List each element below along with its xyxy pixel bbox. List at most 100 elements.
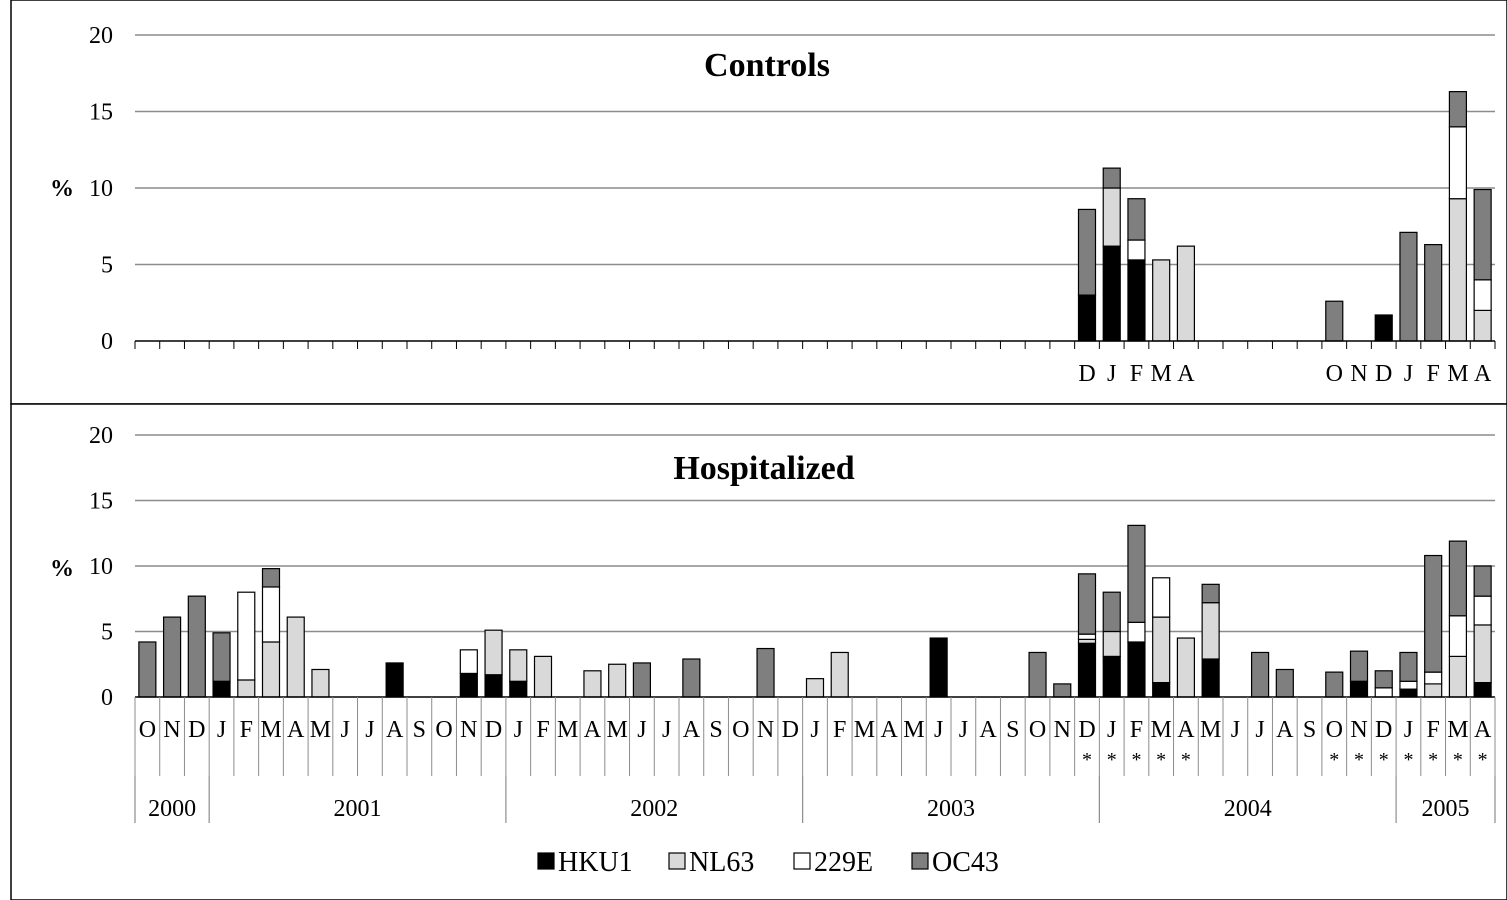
controls-month-label: J xyxy=(1404,361,1413,387)
controls-y-tick-label: 10 xyxy=(89,176,113,202)
hospitalized-month-label: S xyxy=(1303,717,1316,743)
hospitalized-month-label: J xyxy=(662,717,671,743)
hospitalized-bar-nl63 xyxy=(261,641,281,698)
hospitalized-bar-nl63 xyxy=(583,670,602,698)
hospitalized-star-marker: * xyxy=(1082,749,1092,771)
controls-gridlines: 0 5 10 15 20 xyxy=(89,23,1495,355)
hospitalized-bar-oc43 xyxy=(1349,650,1369,682)
legend-swatch-nl63 xyxy=(668,852,686,870)
hospitalized-bar-oc43 xyxy=(212,632,231,682)
hospitalized-month-label: M xyxy=(854,717,875,743)
hospitalized-bar-nl63 xyxy=(1152,616,1171,684)
hospitalized-bar-hku1 xyxy=(929,637,948,698)
hospitalized-month-label: F xyxy=(240,717,253,743)
hospitalized-month-label: S xyxy=(709,717,722,743)
hospitalized-gridlines: 0 5 10 15 20 xyxy=(89,423,1495,711)
hospitalized-month-label: O xyxy=(435,717,452,743)
controls-month-label: O xyxy=(1326,361,1343,387)
controls-bar-hku1 xyxy=(1127,259,1146,342)
controls-bar-oc43 xyxy=(1077,208,1097,296)
hospitalized-month-label: N xyxy=(460,717,477,743)
hospitalized-year-label: 2003 xyxy=(927,796,975,822)
hospitalized-bar-nl63 xyxy=(1473,624,1492,684)
hospitalized-bar-oc43 xyxy=(1053,683,1072,698)
controls-bar-oc43 xyxy=(1473,188,1492,281)
hospitalized-bar-nl63 xyxy=(533,655,553,698)
hospitalized-month-label: S xyxy=(413,717,426,743)
hospitalized-bar-oc43 xyxy=(1424,554,1443,673)
controls-y-tick-label: 20 xyxy=(89,23,113,49)
hospitalized-bar-nl63 xyxy=(311,668,330,698)
hospitalized-star-marker: * xyxy=(1403,749,1413,771)
hospitalized-bar-229e xyxy=(1152,577,1171,618)
hospitalized-month-label: O xyxy=(139,717,156,743)
hospitalized-month-label: F xyxy=(1427,717,1440,743)
hospitalized-bar-hku1 xyxy=(459,672,478,698)
hospitalized-x-axis: O N D J F M A M J J A S O N D J F M A M J J A S O N D J F M A M J J A S O N D*… xyxy=(134,696,1496,823)
hospitalized-year-label: 2001 xyxy=(334,796,382,822)
hospitalized-bar-229e xyxy=(459,649,478,675)
controls-month-label: F xyxy=(1427,361,1440,387)
hospitalized-month-label: N xyxy=(757,717,774,743)
hospitalized-month-label: S xyxy=(1006,717,1019,743)
hospitalized-bar-oc43 xyxy=(162,616,182,698)
hospitalized-bar-229e xyxy=(1448,615,1468,657)
hospitalized-bar-oc43 xyxy=(756,647,775,698)
hospitalized-star-marker: * xyxy=(1379,749,1389,771)
controls-bar-nl63 xyxy=(1176,245,1196,342)
legend-label-oc43: OC43 xyxy=(932,847,999,878)
hospitalized-month-label: F xyxy=(833,717,846,743)
controls-bar-oc43 xyxy=(1399,231,1418,342)
hospitalized-bar-oc43 xyxy=(682,658,701,698)
controls-title: Controls xyxy=(704,47,830,84)
hospitalized-month-label: D xyxy=(1078,717,1095,743)
hospitalized-bar-oc43 xyxy=(1250,651,1270,698)
hospitalized-month-label: O xyxy=(1326,717,1343,743)
hospitalized-bar-hku1 xyxy=(1201,658,1220,698)
hospitalized-month-label: A xyxy=(683,717,701,743)
hospitalized-bar-oc43 xyxy=(1201,583,1220,604)
hospitalized-bar-nl63 xyxy=(509,649,528,682)
controls-bar-oc43 xyxy=(1127,198,1146,241)
hospitalized-y-tick-label: 0 xyxy=(101,685,113,711)
hospitalized-month-label: D xyxy=(782,717,799,743)
controls-bar-nl63 xyxy=(1102,187,1121,247)
hospitalized-month-label: A xyxy=(979,717,997,743)
hospitalized-star-marker: * xyxy=(1131,749,1141,771)
hospitalized-month-label: F xyxy=(1130,717,1143,743)
hospitalized-star-marker: * xyxy=(1107,749,1117,771)
legend-label-hku1: HKU1 xyxy=(558,847,633,878)
controls-bar-229e xyxy=(1473,279,1492,311)
hospitalized-month-label: O xyxy=(1029,717,1046,743)
controls-bar-229e xyxy=(1448,126,1468,200)
hospitalized-bar-oc43 xyxy=(1127,524,1146,623)
hospitalized-bar-hku1 xyxy=(1399,688,1418,698)
controls-bar-hku1 xyxy=(1102,245,1121,342)
hospitalized-month-label: M xyxy=(557,717,578,743)
controls-y-tick-label: 5 xyxy=(101,253,113,279)
hospitalized-month-label: J xyxy=(1231,717,1240,743)
controls-month-label: N xyxy=(1350,361,1367,387)
hospitalized-y-tick-label: 15 xyxy=(89,489,113,515)
hospitalized-month-label: J xyxy=(934,717,943,743)
hospitalized-bar-hku1 xyxy=(484,674,503,698)
hospitalized-bar-nl63 xyxy=(1448,655,1468,698)
hospitalized-bar-229e xyxy=(1127,621,1146,643)
legend-swatch-oc43 xyxy=(911,852,929,870)
hospitalized-bar-oc43 xyxy=(138,641,157,698)
hospitalized-month-label: A xyxy=(881,717,899,743)
hospitalized-bar-hku1 xyxy=(1127,641,1146,698)
hospitalized-star-marker: * xyxy=(1354,749,1364,771)
hospitalized-bar-hku1 xyxy=(385,662,404,698)
hospitalized-month-label: J xyxy=(365,717,374,743)
controls-y-tick-label: 0 xyxy=(101,329,113,355)
hospitalized-bar-oc43 xyxy=(187,595,206,698)
hospitalized-month-label: M xyxy=(607,717,628,743)
hospitalized-bar-oc43 xyxy=(1448,540,1468,617)
hospitalized-bar-hku1 xyxy=(212,680,231,698)
hospitalized-month-label: M xyxy=(1200,717,1221,743)
controls-month-label: D xyxy=(1375,361,1392,387)
legend-label-nl63: NL63 xyxy=(689,847,754,878)
hospitalized-month-label: J xyxy=(217,717,226,743)
